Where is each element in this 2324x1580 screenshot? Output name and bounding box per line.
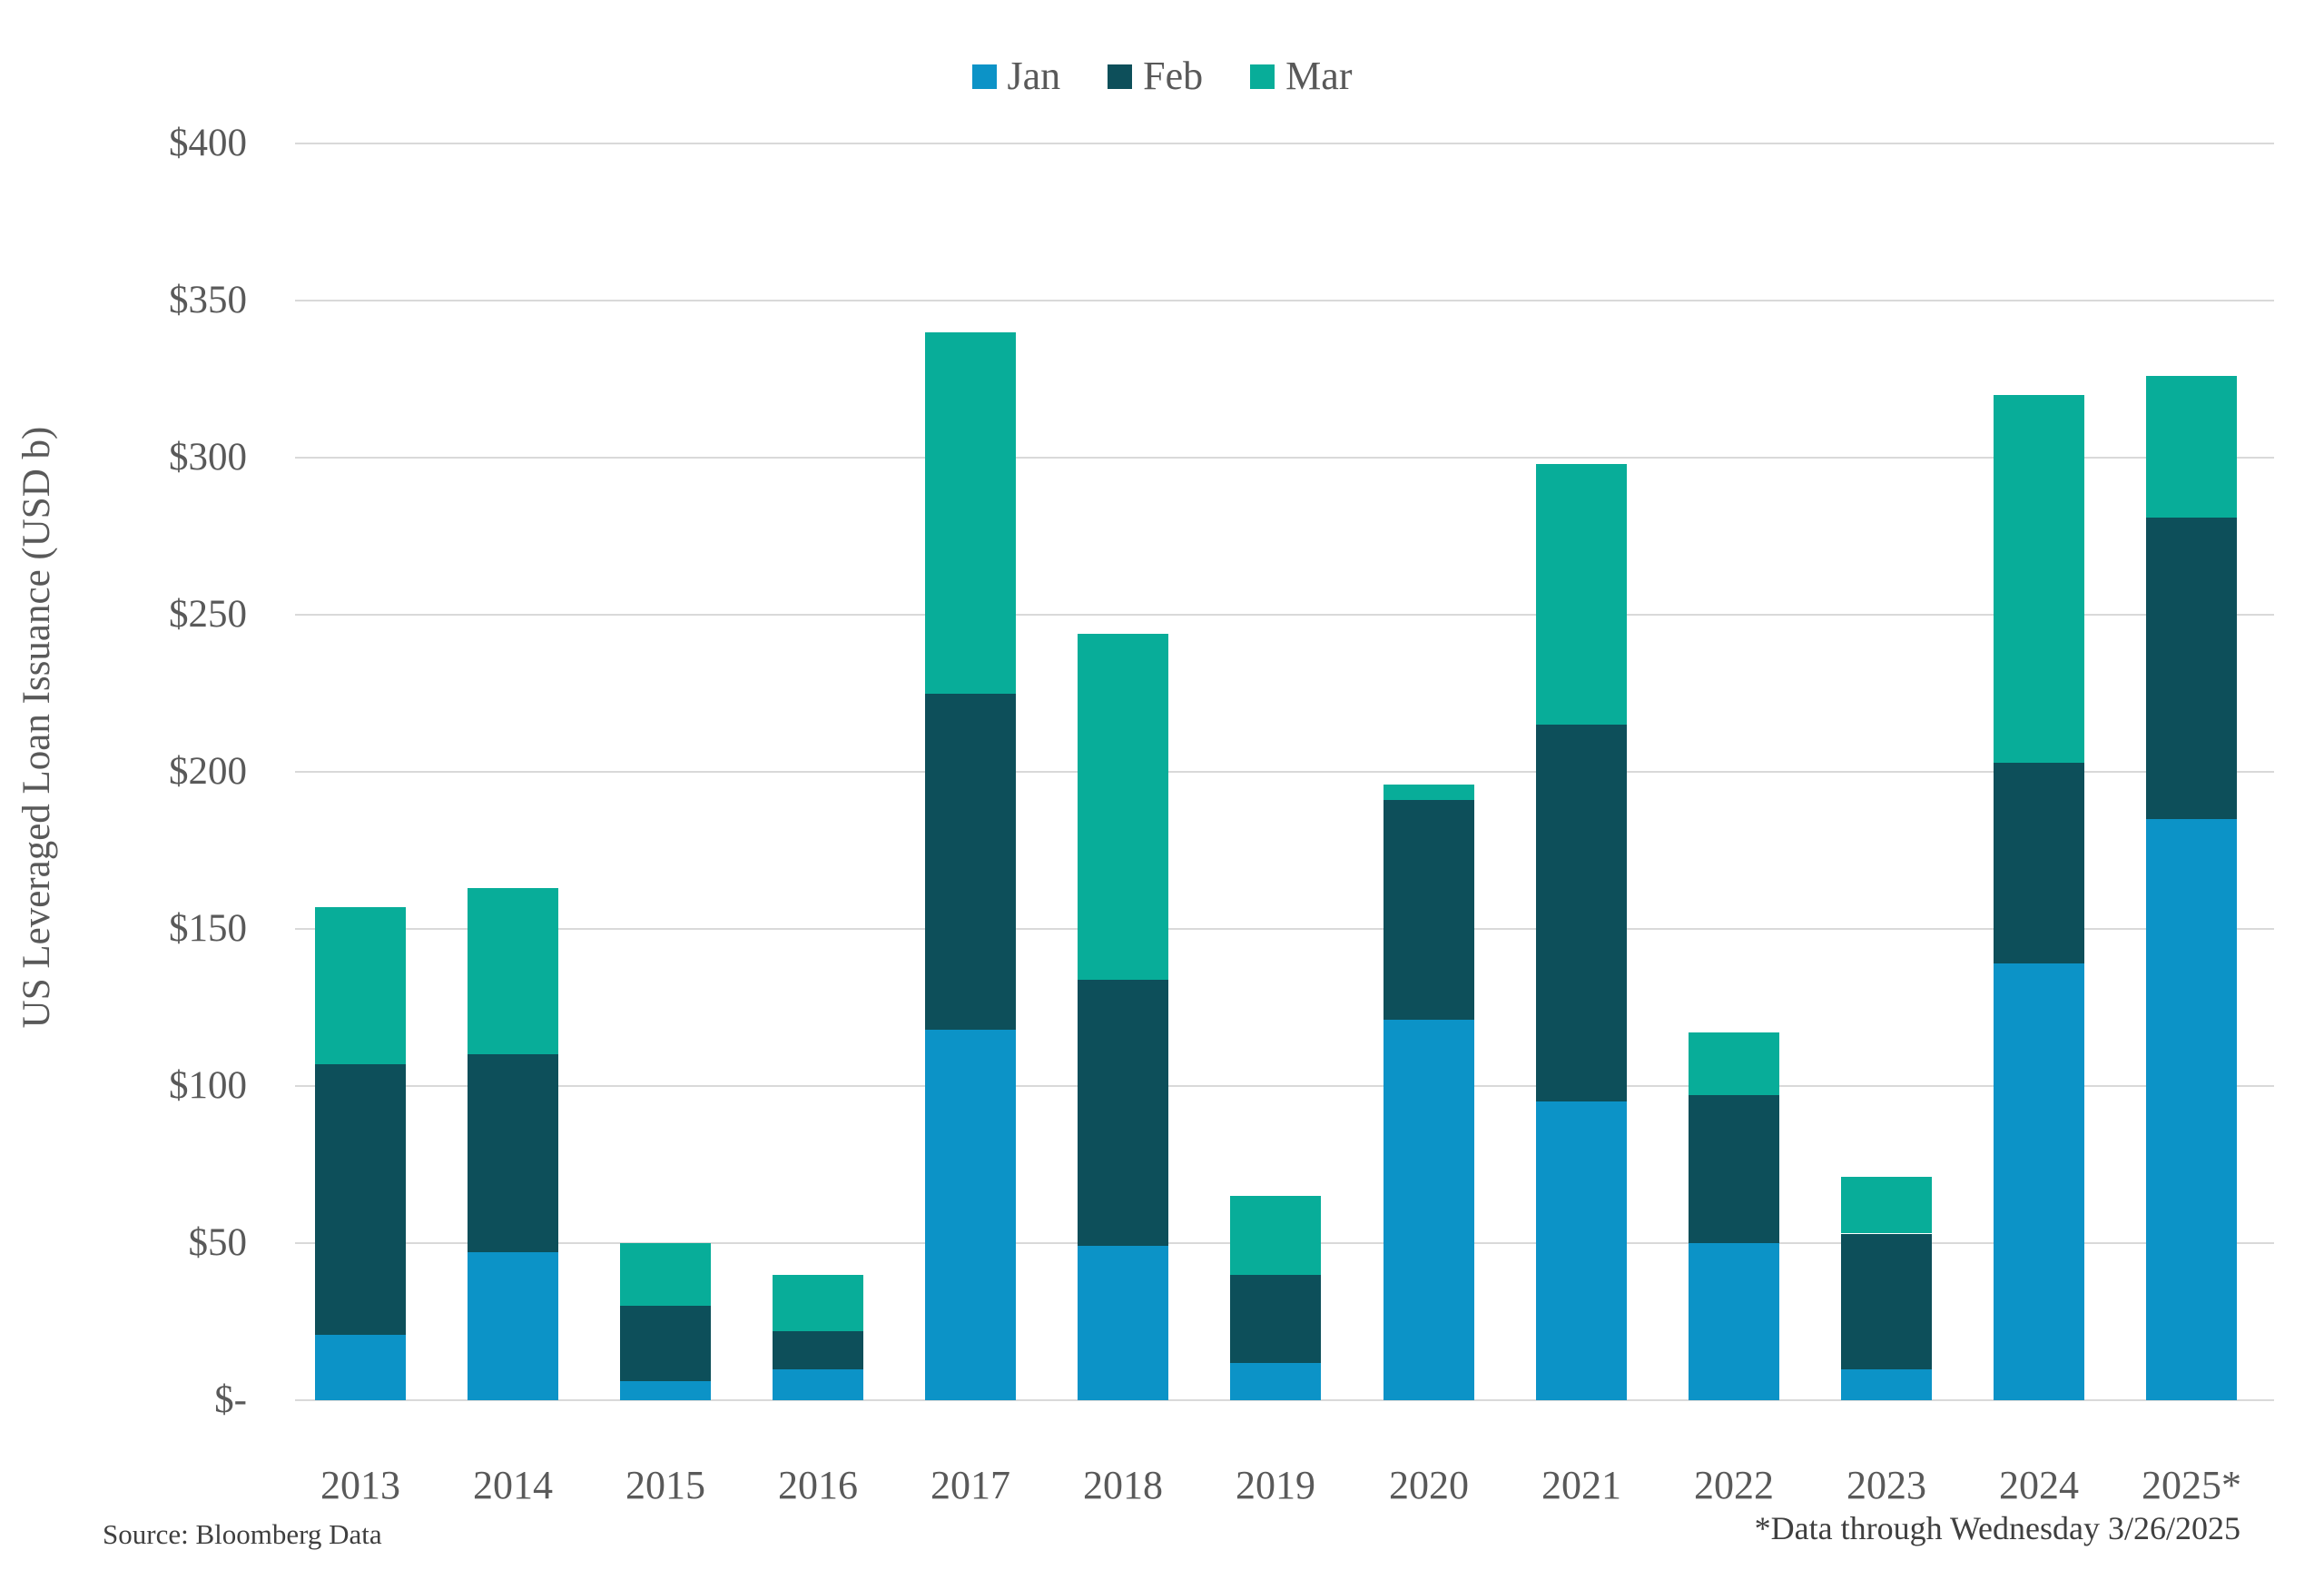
bar-segment-2021-jan [1536, 1101, 1627, 1400]
y-tick-label: $300 [169, 436, 247, 479]
gridline-150 [295, 928, 2274, 930]
y-tick-label: $250 [169, 593, 247, 636]
y-tick-label: $- [214, 1378, 247, 1421]
x-tick-label-2024: 2024 [1999, 1463, 2079, 1507]
bar-segment-2014-mar [468, 888, 558, 1054]
gridline-250 [295, 614, 2274, 616]
x-tick-label-2020: 2020 [1389, 1463, 1469, 1507]
bar-segment-2023-feb [1841, 1234, 1932, 1369]
bar-segment-2017-jan [925, 1030, 1016, 1400]
bar-segment-2014-jan [468, 1252, 558, 1400]
bar-segment-2022-feb [1689, 1095, 1779, 1243]
gridline-0 [295, 1399, 2274, 1401]
y-tick-label: $100 [169, 1064, 247, 1107]
bar-segment-2016-feb [773, 1331, 863, 1369]
bar-segment-2013-mar [315, 907, 406, 1064]
bar-segment-2019-jan [1230, 1362, 1321, 1400]
bar-segment-2024-mar [1994, 395, 2084, 763]
bar-segment-2019-mar [1230, 1196, 1321, 1275]
bar-segment-2024-jan [1994, 963, 2084, 1400]
legend-item-feb: Feb [1108, 56, 1203, 96]
x-tick-label-2014: 2014 [473, 1463, 553, 1507]
legend-label: Feb [1143, 54, 1204, 98]
x-tick-label-2023: 2023 [1846, 1463, 1926, 1507]
bar-segment-2019-feb [1230, 1275, 1321, 1363]
x-tick-label-2019: 2019 [1236, 1463, 1315, 1507]
bar-segment-2015-feb [620, 1306, 711, 1381]
y-tick-label: $150 [169, 907, 247, 950]
x-tick-label-2013: 2013 [320, 1463, 400, 1507]
bar-segment-2016-mar [773, 1275, 863, 1331]
y-tick-label: $200 [169, 750, 247, 793]
bar-segment-2013-feb [315, 1064, 406, 1335]
x-tick-label-2025: 2025* [2142, 1463, 2241, 1507]
source-note: Source: Bloomberg Data [103, 1518, 382, 1550]
bar-segment-2023-mar [1841, 1177, 1932, 1233]
gridline-100 [295, 1085, 2274, 1087]
bar-segment-2025-mar [2146, 376, 2237, 518]
legend-label: Mar [1285, 54, 1353, 98]
bar-segment-2025-feb [2146, 518, 2237, 819]
legend-label: Jan [1007, 54, 1061, 98]
bar-segment-2022-jan [1689, 1243, 1779, 1400]
y-tick-label: $350 [169, 279, 247, 321]
y-axis-title: US Leveraged Loan Issuance (USD b) [15, 426, 58, 1029]
legend: Jan Feb Mar [0, 56, 2324, 96]
bar-segment-2025-jan [2146, 819, 2237, 1400]
bar-segment-2020-mar [1384, 785, 1474, 800]
x-tick-label-2022: 2022 [1694, 1463, 1774, 1507]
gridline-200 [295, 771, 2274, 773]
bar-segment-2020-feb [1384, 800, 1474, 1020]
legend-swatch-icon [971, 64, 997, 89]
bar-segment-2021-mar [1536, 464, 1627, 725]
legend-item-jan: Jan [971, 54, 1061, 98]
bar-segment-2022-mar [1689, 1032, 1779, 1095]
legend-swatch-icon [1108, 64, 1133, 89]
gridline-350 [295, 300, 2274, 301]
x-tick-label-2021: 2021 [1541, 1463, 1621, 1507]
bar-segment-2015-jan [620, 1381, 711, 1400]
bar-segment-2020-jan [1384, 1020, 1474, 1400]
bar-segment-2021-feb [1536, 725, 1627, 1101]
bar-segment-2018-mar [1078, 634, 1168, 980]
bar-segment-2017-feb [925, 694, 1016, 1030]
legend-swatch-icon [1250, 64, 1275, 89]
legend-item-mar: Mar [1250, 56, 1352, 96]
bar-segment-2016-jan [773, 1368, 863, 1400]
x-tick-label-2018: 2018 [1083, 1463, 1163, 1507]
bar-segment-2015-mar [620, 1243, 711, 1306]
bar-segment-2018-jan [1078, 1246, 1168, 1400]
data-footnote: *Data through Wednesday 3/26/2025 [1754, 1510, 2240, 1546]
gridline-300 [295, 457, 2274, 459]
gridline-400 [295, 143, 2274, 144]
x-tick-label-2015: 2015 [625, 1463, 705, 1507]
bar-segment-2023-jan [1841, 1368, 1932, 1400]
bar-segment-2018-feb [1078, 979, 1168, 1246]
bar-segment-2013-jan [315, 1334, 406, 1400]
bar-segment-2014-feb [468, 1054, 558, 1252]
y-tick-label: $50 [188, 1221, 248, 1264]
x-tick-label-2017: 2017 [931, 1463, 1010, 1507]
y-tick-label: $400 [169, 122, 247, 164]
x-tick-label-2016: 2016 [778, 1463, 858, 1507]
bar-segment-2017-mar [925, 332, 1016, 694]
bar-segment-2024-feb [1994, 763, 2084, 963]
